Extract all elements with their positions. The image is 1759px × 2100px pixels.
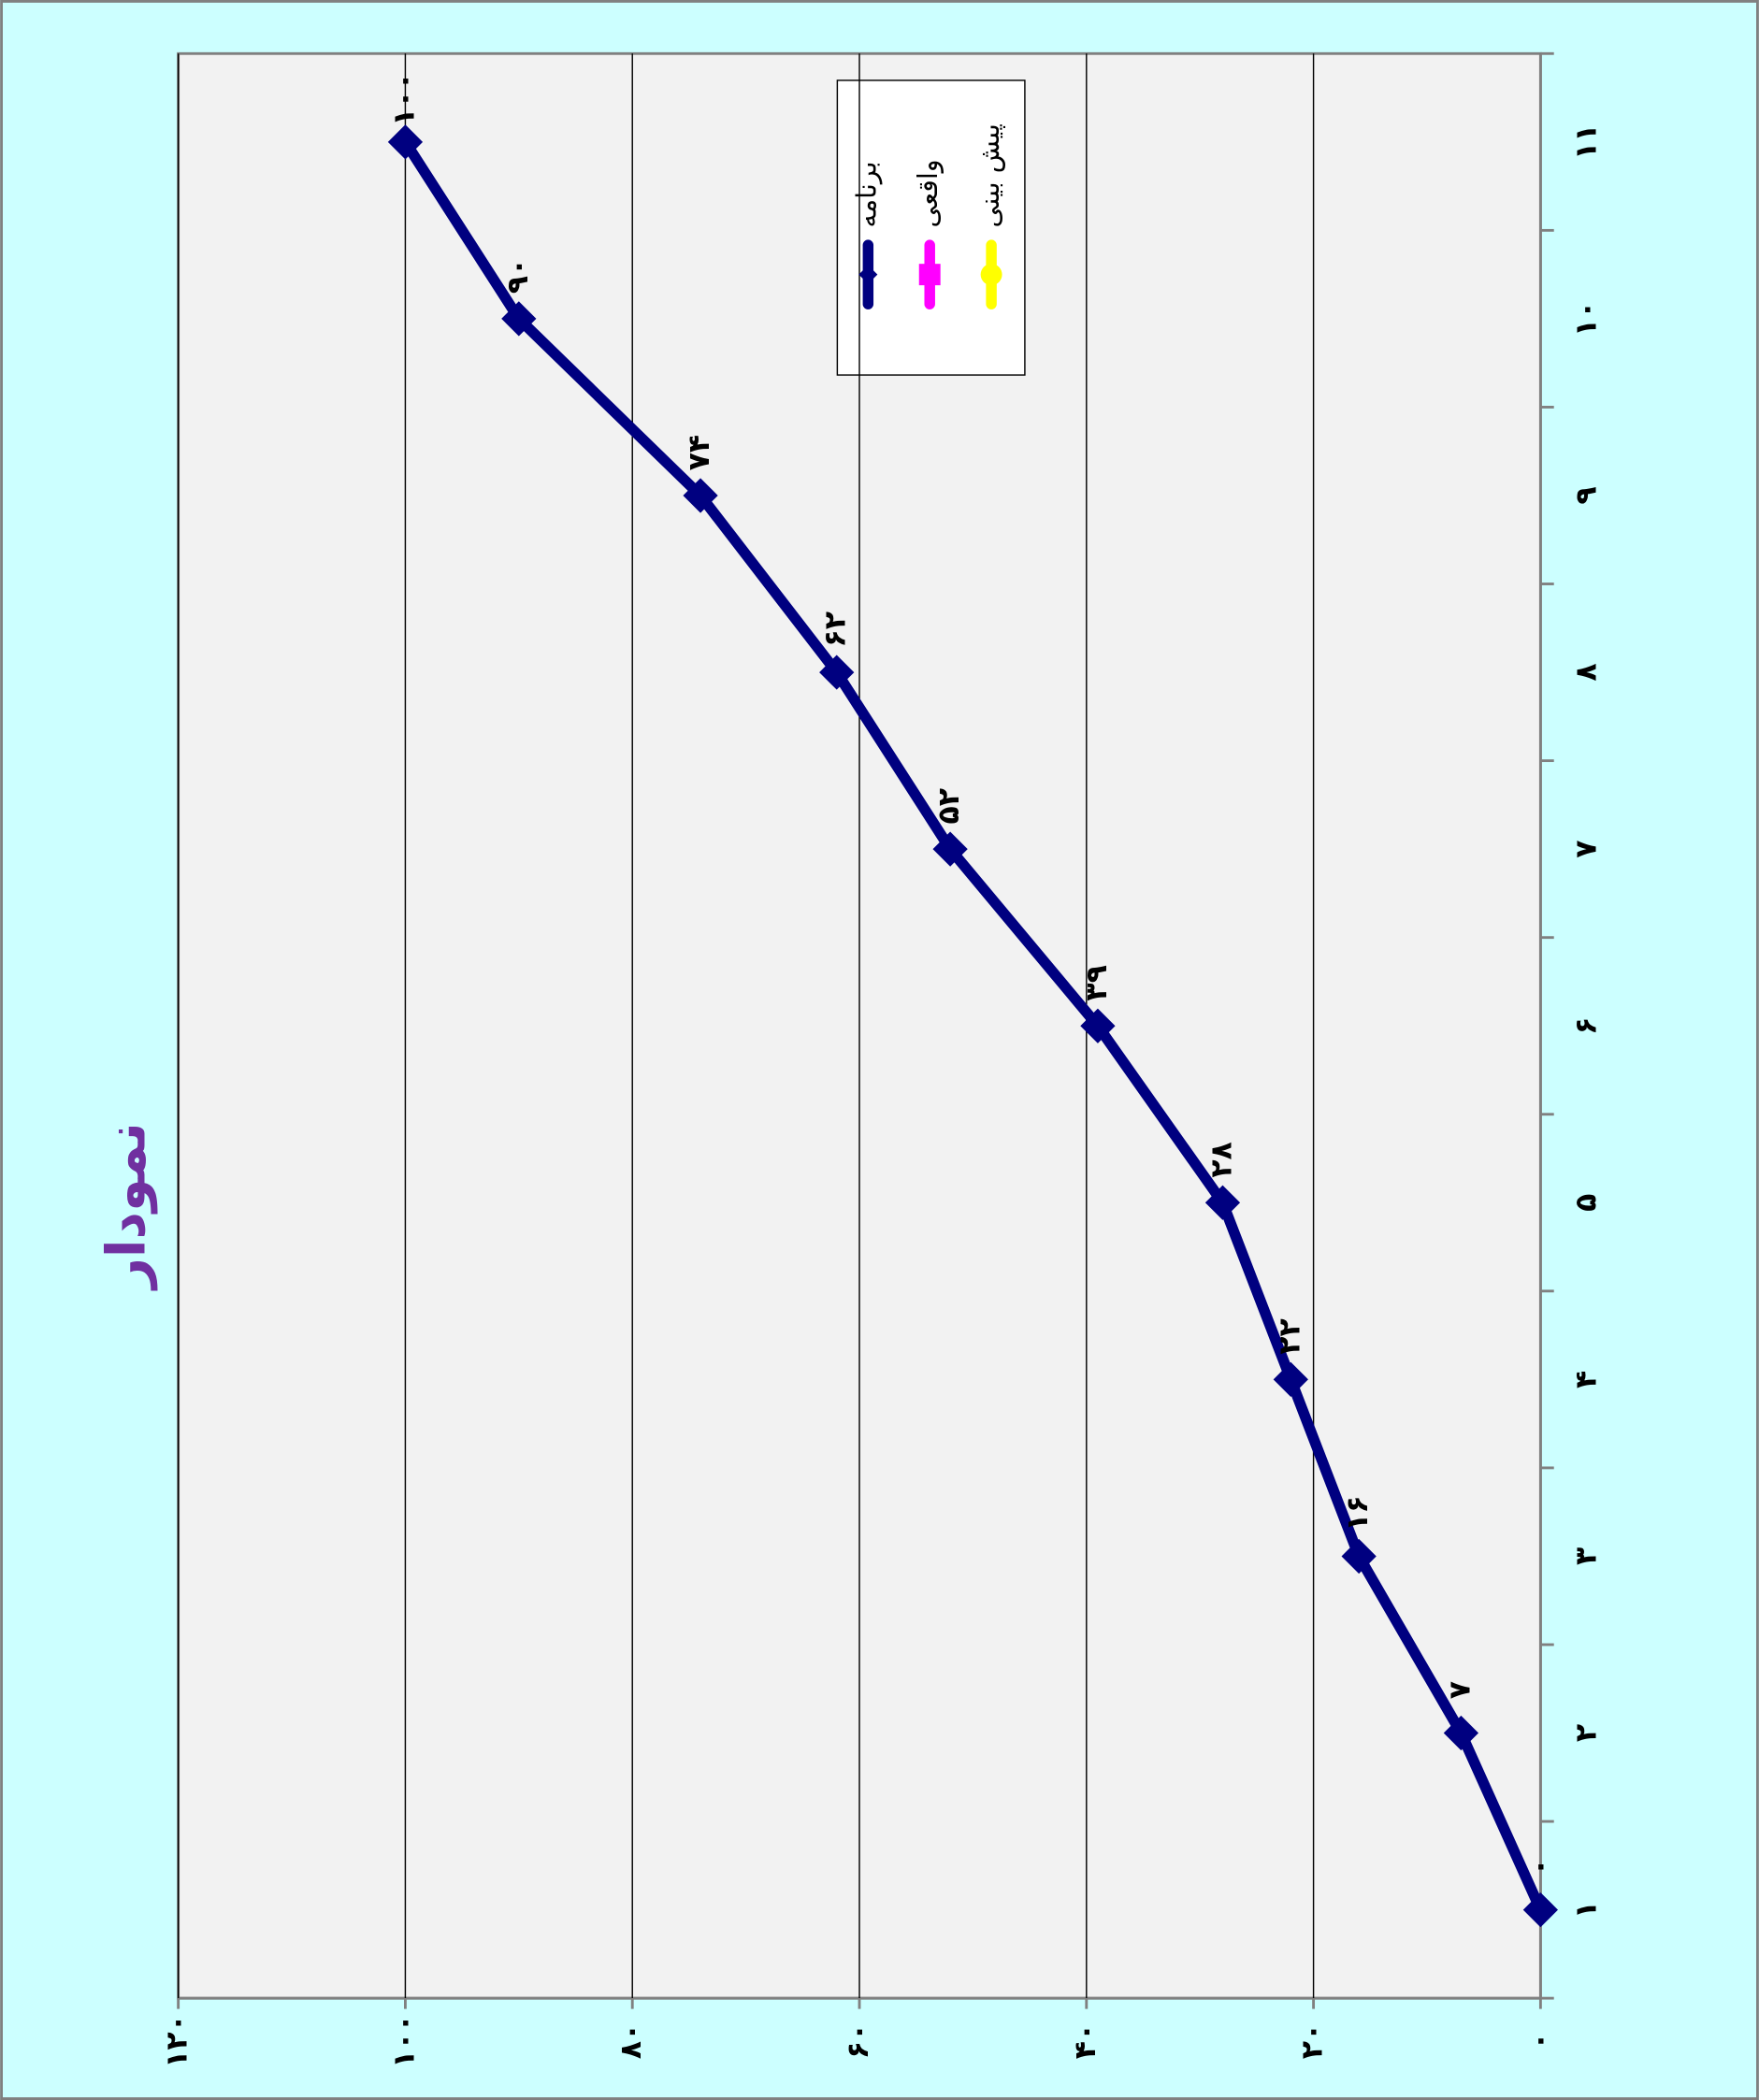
data-label: ۱۶ [1341,1495,1375,1531]
category-label: ۶ [1570,1017,1604,1035]
legend [836,79,1026,376]
value-tick-label: ۱۲۰ [161,2014,195,2068]
data-label: ۰ [1522,1858,1556,1876]
category-label: ۴ [1570,1371,1604,1388]
value-tick-label: ۰ [1522,2032,1556,2050]
data-label: ۷ [1443,1681,1477,1699]
category-label: ۱۱ [1570,124,1604,160]
data-point [1522,1891,1559,1928]
data-label: ۲۸ [1204,1142,1238,1177]
legend-marker [918,264,941,286]
chart-title: نمودار [95,1122,158,1291]
legend-label: واقعی [912,159,944,227]
legend-label: برنامه [850,161,882,227]
value-tick-label: ۱۰۰ [387,2014,421,2068]
category-label: ۵ [1570,1194,1604,1212]
category-label: ۷ [1570,841,1604,858]
category-label: ۱۰ [1570,301,1604,337]
data-label: ۲۲ [1273,1318,1306,1354]
category-label: ۲ [1570,1724,1604,1742]
value-tick-label: ۶۰ [842,2023,875,2059]
data-label: ۱۰۰ [387,72,421,126]
value-tick-label: ۸۰ [614,2023,648,2059]
legend-label: پیش بینی [973,123,1005,227]
category-label: ۸ [1570,663,1604,681]
data-label: ۶۲ [819,611,853,647]
category-label: ۳ [1570,1547,1604,1565]
data-point [1080,1008,1116,1043]
data-label: ۷۴ [683,435,716,470]
data-label: ۵۲ [932,788,966,824]
value-tick-label: ۲۰ [1296,2023,1330,2059]
legend-marker [858,265,878,284]
legend-marker [980,264,1002,286]
data-label: ۳۹ [1080,965,1114,1000]
category-label: ۱ [1570,1901,1604,1919]
category-label: ۹ [1570,486,1604,504]
value-tick-label: ۴۰ [1069,2023,1103,2059]
data-label: ۹۰ [501,258,535,294]
data-point [1443,1715,1479,1751]
